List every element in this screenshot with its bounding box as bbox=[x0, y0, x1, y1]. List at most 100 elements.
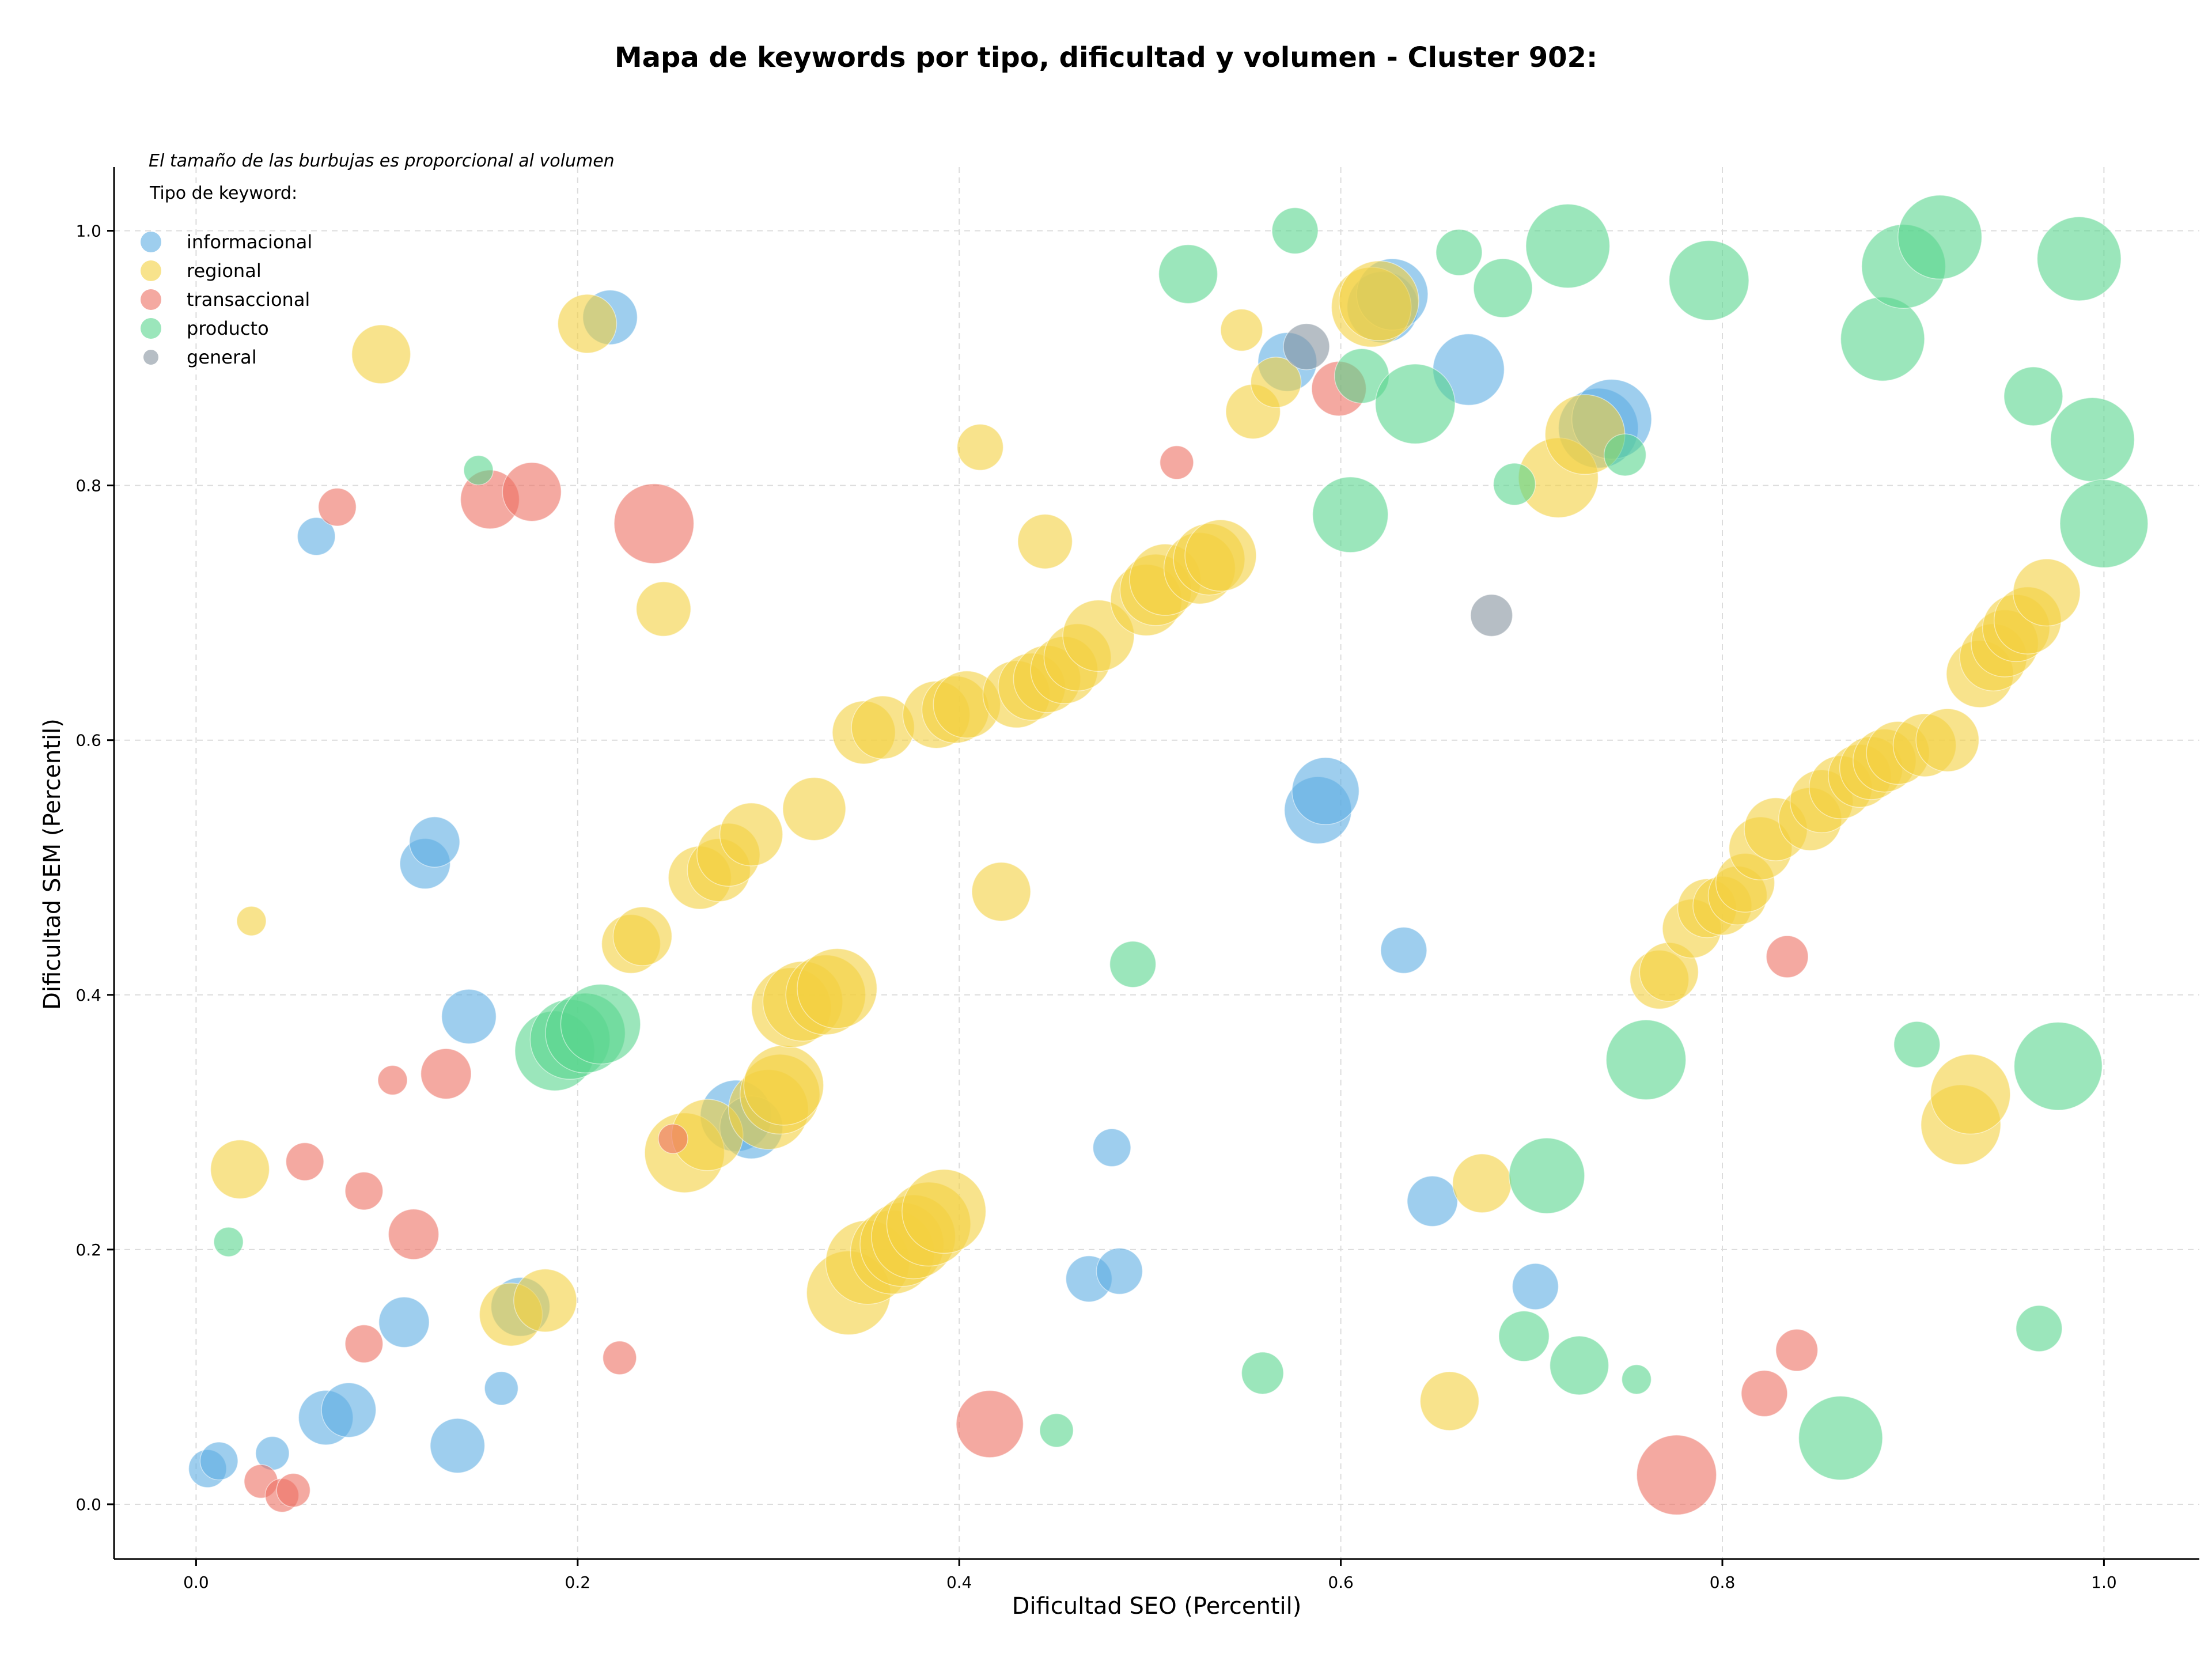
bubble-informacional bbox=[1380, 926, 1427, 974]
bubble-informacional bbox=[1092, 1128, 1131, 1167]
x-tick-label: 0.0 bbox=[183, 1573, 209, 1592]
bubble-regional bbox=[1452, 1153, 1512, 1213]
bubble-regional bbox=[1250, 357, 1302, 408]
bubble-informacional bbox=[321, 1382, 377, 1438]
y-tick-label: 1.0 bbox=[75, 222, 101, 241]
bubble-producto bbox=[1374, 364, 1456, 445]
bubble-producto bbox=[2059, 479, 2149, 569]
bubble-transaccional bbox=[285, 1142, 324, 1181]
bubble-regional bbox=[1419, 1371, 1480, 1431]
bubble-transaccional bbox=[344, 1324, 384, 1363]
bubble-producto bbox=[1241, 1352, 1284, 1395]
data-points bbox=[188, 195, 2149, 1516]
chart-title: Mapa de keywords por tipo, dificultad y … bbox=[615, 41, 1597, 74]
series-general bbox=[1283, 323, 1513, 637]
bubble-regional bbox=[797, 948, 878, 1029]
bubble-transaccional bbox=[658, 1123, 688, 1154]
legend-label-transaccional: transaccional bbox=[187, 289, 310, 311]
legend-label-general: general bbox=[187, 346, 257, 368]
axes: 0.0 0.2 0.4 0.6 0.8 1.0 0.0 0.2 0.4 0.6 0.8 1.0 bbox=[75, 167, 2199, 1592]
legend-label-regional: regional bbox=[187, 260, 262, 282]
legend-marker-producto bbox=[141, 318, 161, 339]
bubble-producto bbox=[1109, 940, 1157, 988]
bubble-informacional bbox=[441, 989, 497, 1045]
bubble-producto bbox=[213, 1227, 244, 1257]
x-tick-label: 0.4 bbox=[946, 1573, 972, 1592]
bubble-regional bbox=[612, 906, 673, 966]
bubble-producto bbox=[1312, 476, 1389, 553]
bubble-regional bbox=[782, 777, 846, 841]
bubble-producto bbox=[1039, 1413, 1074, 1448]
bubble-informacional bbox=[430, 1418, 486, 1474]
bubble-producto bbox=[1603, 433, 1647, 476]
bubble-producto bbox=[463, 455, 494, 486]
bubble-informacional bbox=[1096, 1247, 1143, 1295]
bubble-producto bbox=[1840, 296, 1925, 381]
bubble-informacional bbox=[484, 1371, 519, 1406]
bubble-producto bbox=[2036, 216, 2122, 301]
bubble-transaccional bbox=[613, 483, 695, 564]
legend-note: El tamaño de las burbujas es proporciona… bbox=[149, 151, 615, 171]
bubble-producto bbox=[1509, 1137, 1585, 1214]
bubble-informacional bbox=[297, 517, 336, 556]
bubble-transaccional bbox=[344, 1171, 384, 1210]
y-tick-label: 0.0 bbox=[75, 1495, 101, 1514]
bubble-regional bbox=[1220, 308, 1263, 352]
bubble-regional bbox=[1338, 260, 1419, 342]
bubble-regional bbox=[236, 906, 267, 936]
legend-title: Tipo de keyword: bbox=[149, 183, 297, 203]
bubble-transaccional bbox=[502, 461, 562, 522]
bubble-regional bbox=[2013, 558, 2081, 627]
bubble-producto bbox=[2013, 1021, 2103, 1111]
y-tick-label: 0.8 bbox=[75, 476, 101, 495]
bubble-producto bbox=[1668, 240, 1749, 321]
bubble-informacional bbox=[378, 1296, 430, 1348]
x-tick-label: 1.0 bbox=[2091, 1573, 2117, 1592]
bubble-transaccional bbox=[602, 1340, 637, 1375]
legend-label-producto: producto bbox=[187, 317, 269, 339]
bubble-producto bbox=[1605, 1019, 1687, 1100]
bubble-regional bbox=[1930, 1054, 2011, 1135]
bubble-transaccional bbox=[388, 1208, 440, 1260]
y-axis-label: Dificultad SEM (Percentil) bbox=[39, 718, 66, 1010]
bubble-producto bbox=[1271, 207, 1319, 255]
bubble-regional bbox=[557, 294, 618, 354]
bubble-informacional bbox=[199, 1441, 238, 1481]
bubble-regional bbox=[1017, 513, 1073, 569]
bubble-transaccional bbox=[956, 1390, 1024, 1458]
bubble-regional bbox=[719, 802, 783, 867]
bubble-regional bbox=[971, 861, 1031, 922]
bubble-regional bbox=[956, 423, 1004, 471]
series-producto bbox=[213, 195, 2149, 1481]
bubble-producto bbox=[1493, 463, 1536, 506]
bubble-transaccional bbox=[1636, 1435, 1717, 1516]
bubble-general bbox=[1470, 593, 1513, 637]
bubble-producto bbox=[1893, 1021, 1941, 1068]
y-tick-label: 0.2 bbox=[75, 1240, 101, 1259]
legend-marker-informacional bbox=[141, 232, 161, 252]
legend: El tamaño de las burbujas es proporciona… bbox=[141, 151, 615, 368]
bubble-producto bbox=[1435, 229, 1483, 276]
legend-marker-regional bbox=[141, 260, 161, 281]
bubble-producto bbox=[1549, 1335, 1609, 1395]
bubble-producto bbox=[2003, 366, 2063, 426]
bubble-producto bbox=[1621, 1364, 1652, 1395]
bubble-producto bbox=[1158, 244, 1218, 304]
bubble-transaccional bbox=[317, 487, 357, 527]
x-tick-label: 0.6 bbox=[1328, 1573, 1354, 1592]
bubble-regional bbox=[1915, 708, 1980, 773]
bubble-regional bbox=[635, 581, 691, 637]
bubble-producto bbox=[2050, 397, 2135, 482]
y-tick-label: 0.4 bbox=[75, 986, 101, 1005]
bubble-informacional bbox=[408, 816, 460, 868]
bubble-transaccional bbox=[1766, 935, 1809, 978]
legend-marker-general bbox=[143, 350, 158, 365]
bubble-transaccional bbox=[1741, 1369, 1788, 1417]
bubble-producto bbox=[1798, 1395, 1883, 1481]
x-tick-label: 0.2 bbox=[565, 1573, 591, 1592]
bubble-regional bbox=[351, 324, 411, 384]
bubble-regional bbox=[902, 1169, 987, 1254]
series-informacional bbox=[188, 258, 1652, 1488]
bubble-transaccional bbox=[377, 1065, 408, 1096]
bubble-producto bbox=[2016, 1305, 2063, 1352]
